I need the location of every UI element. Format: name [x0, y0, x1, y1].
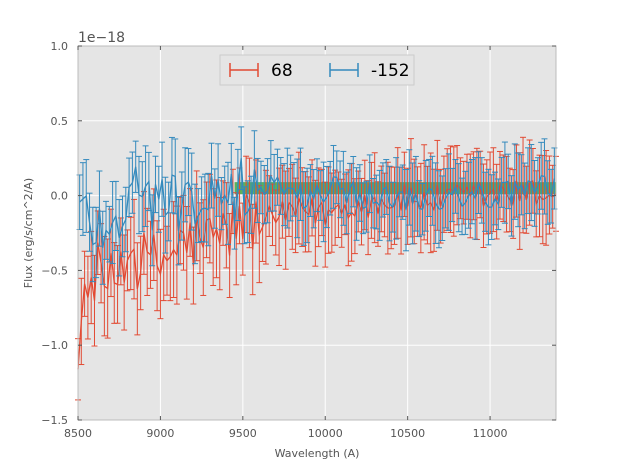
y-tick-label: 0.5: [51, 115, 69, 128]
x-tick-label: 8500: [64, 427, 92, 440]
band-layer: [234, 182, 556, 195]
legend: 68 -152: [219, 54, 415, 86]
series-line: [79, 158, 556, 248]
x-tick-label: 9000: [146, 427, 174, 440]
x-axis-label: Wavelength (A): [275, 447, 360, 460]
x-tick-label: 10500: [390, 427, 425, 440]
y-tick-label: 1.0: [51, 40, 69, 53]
legend-symbol-68: [229, 63, 259, 77]
y-tick-label: −1.5: [41, 414, 68, 427]
y-tick-label: 0.0: [51, 190, 69, 203]
axes: [77, 45, 557, 421]
y-tick-label: −0.5: [41, 264, 68, 277]
y-offset-label: 1e−18: [78, 30, 125, 46]
x-tick-label: 10000: [308, 427, 343, 440]
series-neg152: [76, 126, 558, 285]
y-axis-label: Flux (erg/s/cm^2/A): [22, 178, 35, 288]
plot-background: [78, 46, 556, 420]
x-tick-label: 9500: [229, 427, 257, 440]
legend-label-neg152: -152: [371, 61, 410, 81]
legend-label-68: 68: [271, 61, 293, 81]
y-tick-label: −1.0: [41, 339, 68, 352]
flux-band: [234, 182, 556, 195]
tick-labels: 8500 9000 9500 10000 10500 11000 1.0 0.5 0.0 −0.5…: [41, 40, 507, 440]
legend-symbol-neg152: [329, 63, 359, 77]
plot-frame: [77, 45, 557, 421]
x-tick-label: 11000: [473, 427, 508, 440]
